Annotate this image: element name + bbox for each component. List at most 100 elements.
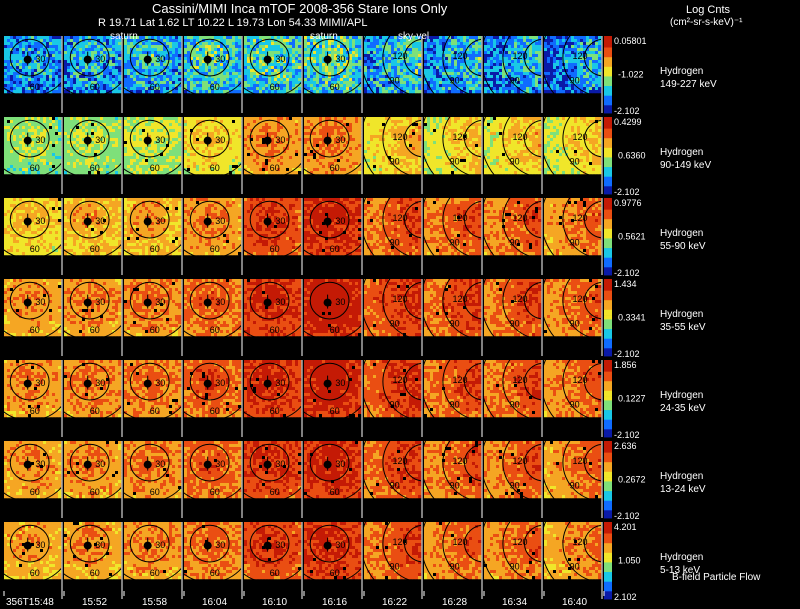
contour-label-r0-c0-1: 60: [30, 82, 40, 92]
colorbar-mid-r6: 1.050: [618, 556, 641, 566]
contour-label-r4-c6-1: 90: [390, 400, 400, 410]
contour-label-r1-c9-2: 150: [561, 180, 576, 190]
species-label-r0: Hydrogen: [660, 66, 703, 77]
flow-legend: B-field Particle Flow: [672, 572, 760, 583]
contour-label-r3-c1-1: 60: [90, 325, 100, 335]
species-label-r3: Hydrogen: [660, 309, 703, 320]
colorbar-mid-r4: 0.1227: [618, 394, 646, 404]
contour-label-r1-c2-1: 60: [150, 163, 160, 173]
contour-label-r1-c8-2: 150: [501, 180, 516, 190]
contour-label-r5-c6-0: 120: [393, 456, 408, 466]
contour-label-r6-c9-2: 150: [561, 585, 576, 595]
contour-label-r4-c3-1: 60: [210, 406, 220, 416]
time-1604: 16:04: [202, 597, 227, 608]
contour-label-r6-c6-0: 120: [393, 537, 408, 547]
contour-label-r6-c5-1: 60: [330, 568, 340, 578]
contour-label-r1-c4-1: 60: [270, 163, 280, 173]
contour-label-r1-c3-2: 90: [201, 183, 211, 193]
contour-label-r5-c3-2: 90: [201, 507, 211, 517]
contour-label-r0-c0-2: 90: [21, 102, 31, 112]
contour-label-r5-c7-0: 120: [453, 456, 468, 466]
contour-label-r2-c4-1: 60: [270, 244, 280, 254]
colorbar-mid-r0: -1.022: [618, 70, 644, 80]
contour-label-r3-c0-0: 30: [35, 297, 45, 307]
contour-label-r1-c7-1: 90: [450, 157, 460, 167]
contour-label-r3-c5-2: 90: [321, 345, 331, 355]
contour-label-r0-c6-0: 120: [393, 51, 408, 61]
energy-label-r1: 90-149 keV: [660, 160, 711, 171]
contour-label-r3-c2-0: 30: [155, 297, 165, 307]
contour-label-r1-c7-2: 150: [441, 180, 456, 190]
contour-label-r3-c3-0: 30: [215, 297, 225, 307]
contour-label-r2-c6-2: 150: [381, 261, 396, 271]
colorbar-max-r6: 4.201: [614, 522, 637, 532]
contour-label-r3-c9-2: 150: [561, 342, 576, 352]
panel-label-saturn-2: saturn: [310, 31, 338, 42]
contour-label-r6-c1-1: 60: [90, 568, 100, 578]
contour-label-r1-c8-1: 90: [510, 157, 520, 167]
colorbar-max-r5: 2.636: [614, 441, 637, 451]
contour-label-r4-c1-0: 30: [95, 378, 105, 388]
contour-label-r0-c0-0: 30: [35, 54, 45, 64]
colorbar-min-r4: -2.102: [614, 430, 640, 440]
contour-label-r4-c4-0: 30: [275, 378, 285, 388]
contour-label-r3-c9-0: 120: [573, 294, 588, 304]
contour-label-r5-c3-1: 60: [210, 487, 220, 497]
contour-label-r2-c0-0: 30: [35, 216, 45, 226]
contour-label-r6-c1-0: 30: [95, 540, 105, 550]
colorbar-min-r3: -2.102: [614, 349, 640, 359]
contour-label-r0-c3-0: 30: [215, 54, 225, 64]
contour-label-r4-c5-0: 30: [335, 378, 345, 388]
contour-label-r5-c0-2: 90: [21, 507, 31, 517]
plot-title: Cassini/MIMI Inca mTOF 2008-356 Stare Io…: [152, 1, 447, 16]
contour-label-r2-c1-0: 30: [95, 216, 105, 226]
contour-label-r3-c4-0: 30: [275, 297, 285, 307]
contour-label-r5-c4-2: 90: [261, 507, 271, 517]
colorbar-min-r5: -2.102: [614, 511, 640, 521]
energy-label-r4: 24-35 keV: [660, 403, 706, 414]
colorbar-r0: [604, 36, 612, 113]
contour-label-r0-c6-1: 90: [390, 76, 400, 86]
contour-label-r4-c4-2: 90: [261, 426, 271, 436]
contour-label-r5-c2-2: 90: [141, 507, 151, 517]
time-1552: 15:52: [82, 597, 107, 608]
contour-label-r6-c7-0: 120: [453, 537, 468, 547]
contour-label-r0-c4-0: 30: [275, 54, 285, 64]
contour-label-r3-c1-0: 30: [95, 297, 105, 307]
contour-label-r1-c9-0: 120: [573, 132, 588, 142]
contour-label-r1-c1-2: 90: [81, 183, 91, 193]
contour-label-r1-c1-0: 30: [95, 135, 105, 145]
contour-label-r3-c2-2: 90: [141, 345, 151, 355]
contour-label-r2-c7-1: 90: [450, 238, 460, 248]
contour-label-r5-c2-1: 60: [150, 487, 160, 497]
contour-label-r2-c1-1: 60: [90, 244, 100, 254]
contour-label-r6-c0-1: 60: [30, 568, 40, 578]
contour-label-r5-c1-0: 30: [95, 459, 105, 469]
contour-label-r0-c9-2: 150: [561, 99, 576, 109]
contour-label-r1-c3-1: 60: [210, 163, 220, 173]
contour-label-r3-c0-1: 60: [30, 325, 40, 335]
contour-label-r4-c2-2: 90: [141, 426, 151, 436]
colorbar-r5: [604, 441, 612, 518]
colorbar-max-r0: 0.05801: [614, 36, 647, 46]
time-start: 356T15:48: [6, 597, 54, 608]
contour-label-r5-c8-1: 90: [510, 481, 520, 491]
contour-label-r3-c2-1: 60: [150, 325, 160, 335]
contour-label-r6-c6-1: 90: [390, 562, 400, 572]
time-1610: 16:10: [262, 597, 287, 608]
contour-label-r1-c5-0: 30: [335, 135, 345, 145]
time-1634: 16:34: [502, 597, 527, 608]
contour-label-r6-c9-1: 90: [570, 562, 580, 572]
contour-label-r0-c7-2: 150: [441, 99, 456, 109]
contour-label-r6-c6-2: 150: [381, 585, 396, 595]
contour-label-r6-c4-0: 30: [275, 540, 285, 550]
contour-label-r3-c7-1: 90: [450, 319, 460, 329]
contour-label-r2-c5-1: 60: [330, 244, 340, 254]
contour-label-r4-c7-1: 90: [450, 400, 460, 410]
panel-label-saturn-1: saturn: [110, 31, 138, 42]
